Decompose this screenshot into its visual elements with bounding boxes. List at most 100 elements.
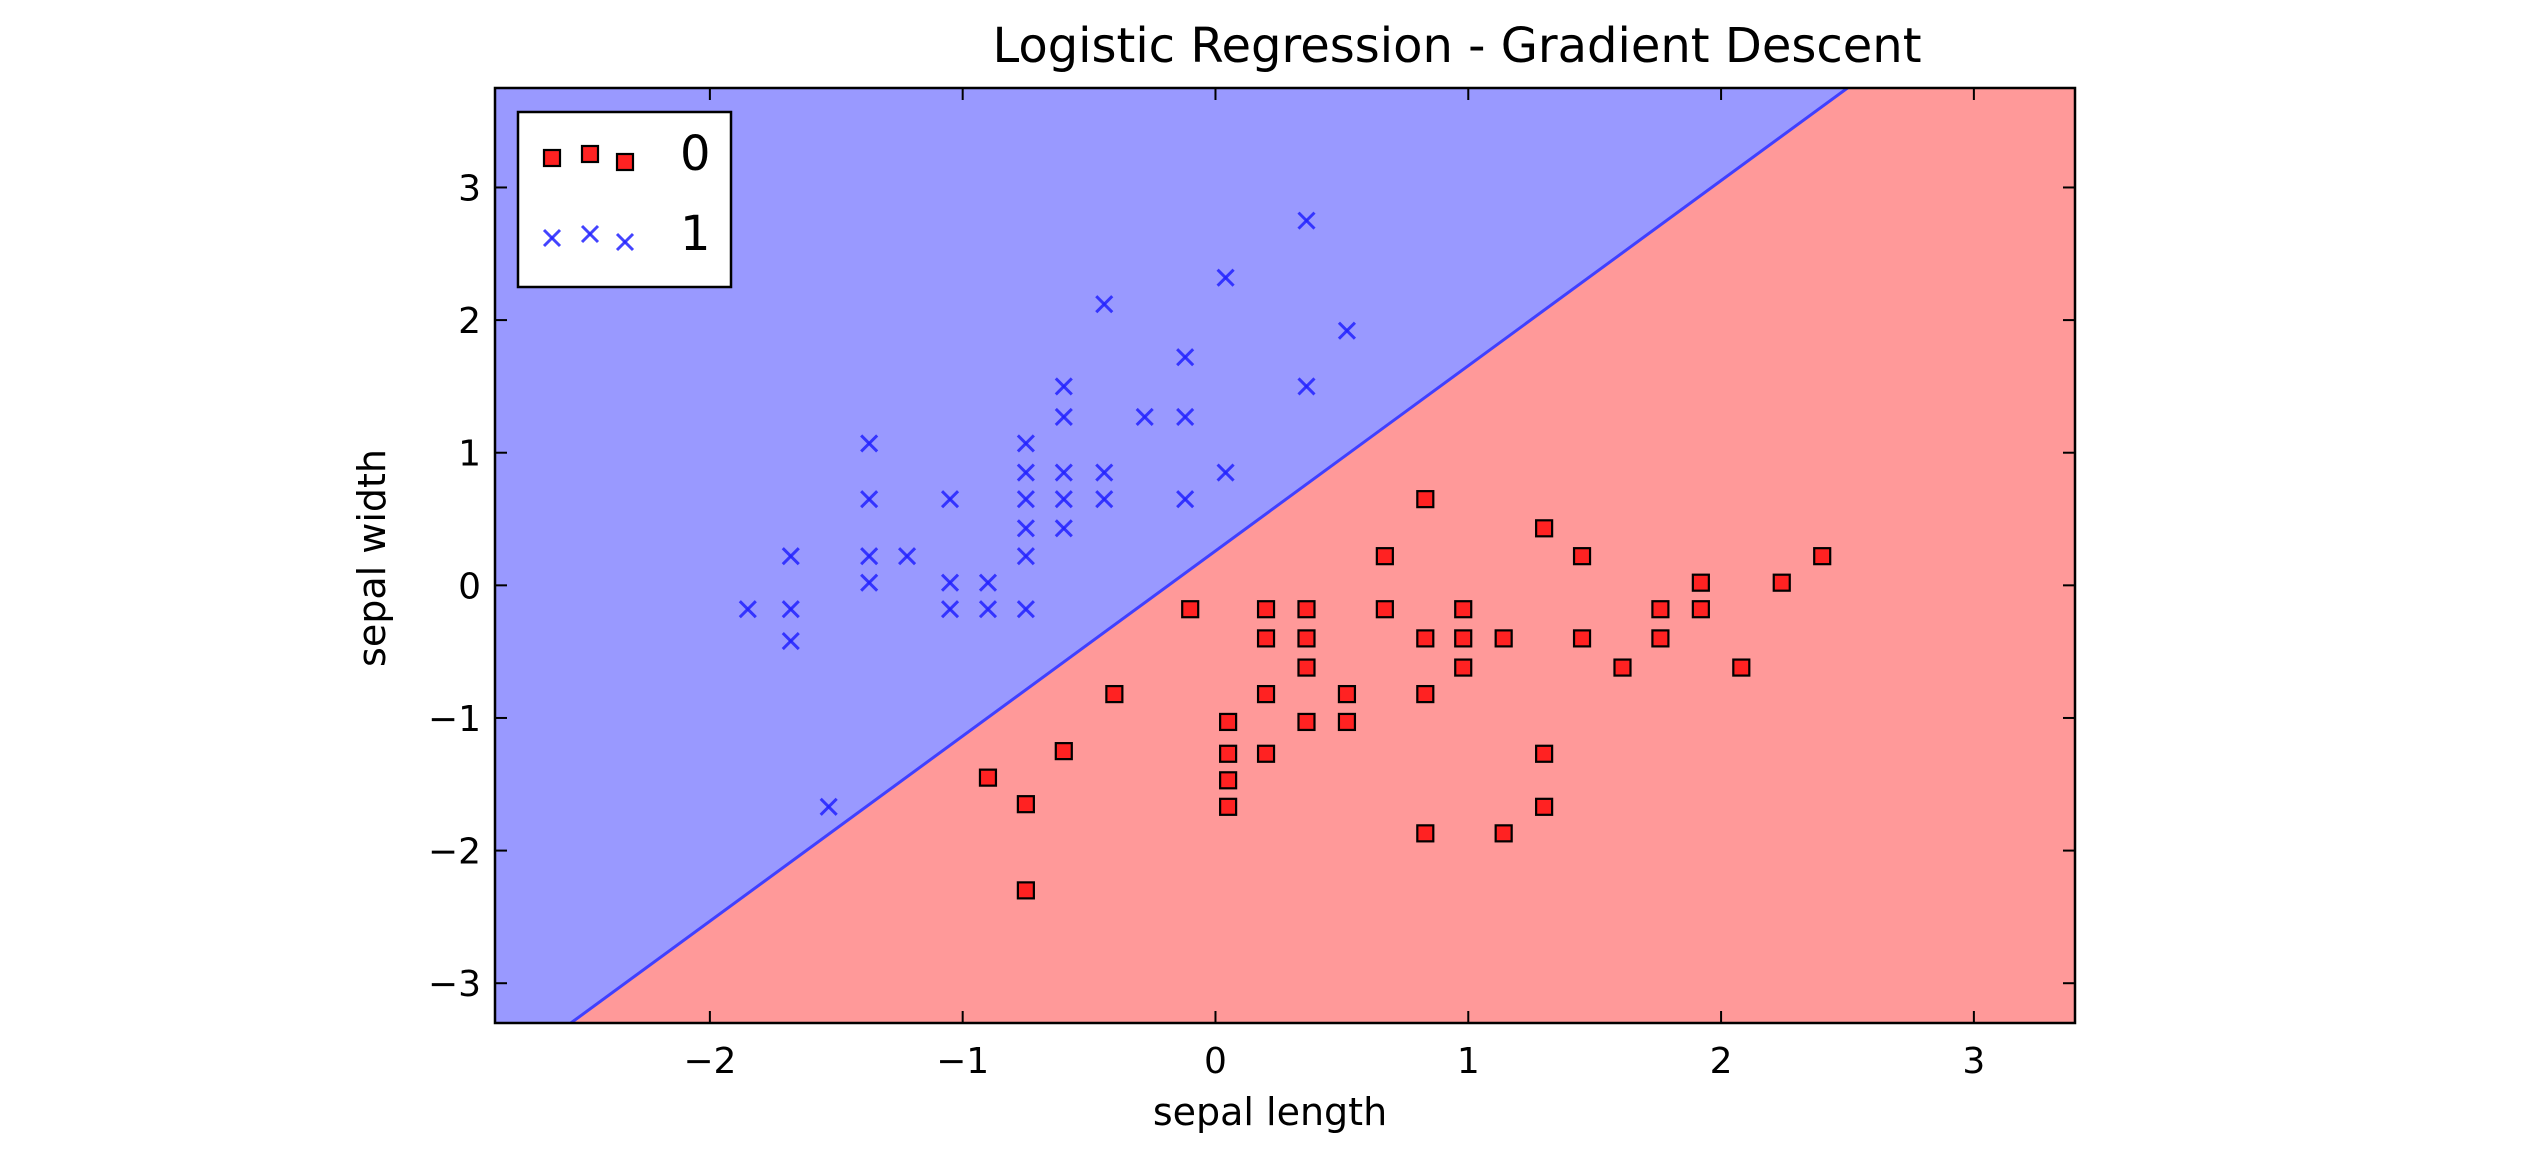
data-point-class-0 xyxy=(1691,573,1710,592)
data-point-class-1 xyxy=(940,573,960,592)
data-point-class-1 xyxy=(1216,268,1235,287)
data-point-class-0 xyxy=(1651,600,1670,619)
y-tick-label: −1 xyxy=(428,699,481,740)
legend: 0 1 xyxy=(516,110,733,289)
x-tick-label: 3 xyxy=(1962,1041,1985,1082)
decision-region-class-0 xyxy=(570,88,2075,1023)
x-tick-label: 0 xyxy=(1204,1041,1227,1082)
data-point-class-1 xyxy=(819,797,838,816)
data-point-class-0 xyxy=(1454,600,1473,619)
y-tick-label: 3 xyxy=(458,168,481,209)
data-point-class-0 xyxy=(1416,490,1435,509)
data-point-class-1 xyxy=(1216,463,1235,482)
data-point-class-0 xyxy=(1454,629,1473,648)
data-point-class-1 xyxy=(781,600,800,619)
decision-boundary-line xyxy=(569,88,1849,1023)
data-point-class-1 xyxy=(1135,407,1154,426)
data-point-class-1 xyxy=(940,600,960,619)
y-tick-label: 1 xyxy=(458,434,481,475)
chart-title: Logistic Regression - Gradient Descent xyxy=(992,18,1921,74)
data-point-class-0 xyxy=(1813,547,1832,566)
y-tick-label: 2 xyxy=(458,301,481,342)
legend-marker-0 xyxy=(542,148,562,168)
data-points xyxy=(738,211,1832,900)
x-tick-label: 1 xyxy=(1457,1041,1480,1082)
x-tick-label: 2 xyxy=(1710,1041,1733,1082)
legend-markers xyxy=(542,144,635,252)
legend-box xyxy=(516,110,733,289)
data-point-class-1 xyxy=(1016,490,1035,509)
data-point-class-0 xyxy=(1732,658,1751,677)
data-point-class-1 xyxy=(1016,547,1035,566)
data-point-class-1 xyxy=(1297,211,1316,230)
data-point-class-0 xyxy=(1494,629,1513,648)
data-point-class-0 xyxy=(1535,519,1554,538)
data-point-class-0 xyxy=(1297,712,1316,732)
data-point-class-1 xyxy=(1054,519,1073,538)
data-point-class-0 xyxy=(1572,547,1592,566)
legend-label-0: 0 xyxy=(680,126,711,182)
data-point-class-1 xyxy=(978,600,998,619)
data-point-class-1 xyxy=(860,573,879,592)
data-point-class-0 xyxy=(1256,684,1276,704)
data-point-class-0 xyxy=(1772,573,1791,592)
data-point-class-0 xyxy=(1454,658,1473,677)
x-axis-label: sepal length xyxy=(1153,1090,1387,1134)
data-point-class-0 xyxy=(1256,600,1276,619)
data-point-class-0 xyxy=(978,768,998,787)
data-point-class-0 xyxy=(1535,797,1554,816)
axes-frame xyxy=(493,86,2077,1025)
data-point-class-1 xyxy=(781,631,800,651)
data-point-class-0 xyxy=(1651,629,1670,648)
data-point-class-0 xyxy=(1256,744,1276,763)
legend-marker-1 xyxy=(615,232,635,252)
data-point-class-1 xyxy=(1176,407,1195,426)
data-point-class-1 xyxy=(1016,519,1035,538)
data-point-class-1 xyxy=(860,490,879,509)
data-point-class-1 xyxy=(978,573,998,592)
data-point-class-0 xyxy=(1054,742,1073,761)
data-point-class-0 xyxy=(1297,629,1316,648)
data-point-class-1 xyxy=(1297,377,1316,396)
data-point-class-0 xyxy=(1337,712,1357,732)
data-point-class-0 xyxy=(1016,795,1035,814)
y-tick-label: 0 xyxy=(458,566,481,607)
data-point-class-0 xyxy=(1297,600,1316,619)
data-point-class-0 xyxy=(1535,744,1554,763)
data-point-class-0 xyxy=(1016,881,1035,900)
data-point-class-1 xyxy=(1016,600,1035,619)
axis-ticks: −2 −1 0 1 2 3 −3 −2 −1 0 1 2 3 xyxy=(428,88,2075,1082)
data-point-class-0 xyxy=(1494,824,1513,843)
data-point-class-1 xyxy=(1016,434,1035,453)
data-point-class-0 xyxy=(1416,629,1435,648)
data-point-class-0 xyxy=(1375,547,1394,566)
data-point-class-0 xyxy=(1256,629,1276,648)
x-tick-label: −1 xyxy=(936,1041,989,1082)
data-point-class-1 xyxy=(1016,463,1035,482)
data-point-class-1 xyxy=(860,434,879,453)
data-point-class-1 xyxy=(1095,490,1114,509)
data-point-class-1 xyxy=(1095,295,1114,314)
legend-marker-0 xyxy=(615,152,635,172)
data-point-class-0 xyxy=(1613,658,1632,677)
data-point-class-0 xyxy=(1297,658,1316,677)
data-point-class-1 xyxy=(1176,348,1195,367)
data-point-class-0 xyxy=(1219,744,1238,763)
data-point-class-1 xyxy=(1054,463,1073,482)
legend-marker-1 xyxy=(542,228,562,248)
y-tick-label: −2 xyxy=(428,832,481,873)
data-point-class-1 xyxy=(1054,407,1073,426)
plot-area xyxy=(495,88,2075,1023)
data-point-class-1 xyxy=(1176,490,1195,509)
data-point-class-1 xyxy=(940,490,960,509)
legend-marker-1 xyxy=(580,224,600,244)
data-point-class-1 xyxy=(1337,321,1356,340)
data-point-class-0 xyxy=(1691,600,1710,619)
data-point-class-0 xyxy=(1572,629,1592,648)
data-point-class-0 xyxy=(1219,771,1238,790)
decision-region-class-1 xyxy=(495,88,1848,1023)
data-point-class-1 xyxy=(1095,463,1114,482)
y-tick-label: −3 xyxy=(428,964,481,1005)
data-point-class-1 xyxy=(1054,490,1073,509)
